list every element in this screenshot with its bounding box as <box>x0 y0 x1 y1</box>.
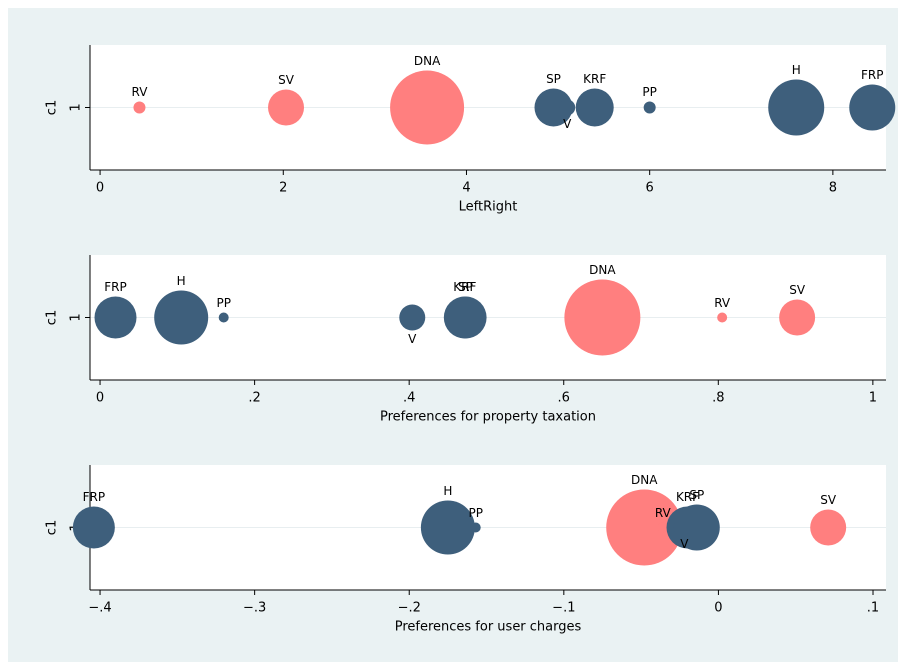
bubble <box>575 88 614 127</box>
point-label: SP <box>546 72 561 86</box>
point-label: PP <box>216 296 230 310</box>
point-label: DNA <box>414 54 441 68</box>
bubble <box>849 84 896 131</box>
x-tick-label: .1 <box>867 601 879 616</box>
bubble <box>559 99 576 116</box>
bubble <box>420 500 475 555</box>
point-label: RV <box>132 85 149 99</box>
bubble <box>657 522 668 533</box>
bubble <box>94 296 137 339</box>
y-axis-title: c1 <box>45 520 60 535</box>
point-label: V <box>680 537 689 551</box>
point-label: H <box>443 484 452 498</box>
x-tick-label: −.4 <box>88 601 111 616</box>
x-tick-label: −.1 <box>552 601 575 616</box>
bubble <box>606 489 683 566</box>
point-label: V <box>563 117 572 131</box>
point-label: FRP <box>104 280 126 294</box>
x-tick-label: .8 <box>712 391 724 406</box>
x-tick-label: 1 <box>869 391 877 406</box>
bubble <box>154 290 209 345</box>
point-label: SP <box>689 488 704 502</box>
point-label: DNA <box>589 263 616 277</box>
x-tick-label: 0 <box>714 601 722 616</box>
bubble <box>779 299 816 336</box>
bubble <box>133 101 146 114</box>
x-tick-label: −.2 <box>398 601 421 616</box>
x-tick-label: 0 <box>96 391 104 406</box>
bubble <box>72 506 115 549</box>
x-tick-label: 6 <box>646 181 654 196</box>
x-axis-title: Preferences for user charges <box>395 620 582 635</box>
bubble <box>534 88 573 127</box>
point-label: SV <box>820 493 837 507</box>
bubble <box>470 522 481 533</box>
y-axis-title: c1 <box>45 310 60 325</box>
bubble <box>390 70 465 145</box>
point-label: SP <box>458 280 473 294</box>
point-label: RV <box>714 296 731 310</box>
bubble <box>268 89 305 126</box>
bubble <box>717 312 728 323</box>
x-tick-label: .4 <box>403 391 415 406</box>
bubble <box>768 79 825 136</box>
point-label: FRP <box>83 490 105 504</box>
x-axis-title: LeftRight <box>459 200 518 215</box>
x-tick-label: 8 <box>829 181 837 196</box>
point-label: SV <box>278 73 295 87</box>
bubble <box>643 101 656 114</box>
bubble <box>564 279 641 356</box>
point-label: RV <box>655 506 672 520</box>
x-tick-label: .2 <box>248 391 260 406</box>
y-axis-title: c1 <box>45 100 60 115</box>
point-label: KRF <box>583 72 606 86</box>
point-label: KRF <box>676 490 699 504</box>
x-axis-title: Preferences for property taxation <box>380 410 596 425</box>
x-tick-label: .6 <box>558 391 570 406</box>
y-tick-label: 1 <box>69 103 84 111</box>
x-tick-label: 2 <box>279 181 287 196</box>
y-tick-label: 1 <box>69 313 84 321</box>
x-tick-label: 0 <box>96 181 104 196</box>
point-label: DNA <box>631 473 658 487</box>
point-label: SV <box>789 283 806 297</box>
point-label: PP <box>642 85 656 99</box>
point-label: PP <box>468 506 482 520</box>
bubble <box>810 509 847 546</box>
bubble <box>673 504 720 551</box>
point-label: KRF <box>453 280 476 294</box>
bubble <box>218 312 229 323</box>
point-label: H <box>177 274 186 288</box>
bubble <box>399 304 426 331</box>
bubble <box>444 296 487 339</box>
x-tick-label: 4 <box>462 181 470 196</box>
x-tick-label: −.3 <box>243 601 266 616</box>
point-label: V <box>408 332 417 346</box>
point-label: H <box>792 63 801 77</box>
point-label: FRP <box>861 68 883 82</box>
